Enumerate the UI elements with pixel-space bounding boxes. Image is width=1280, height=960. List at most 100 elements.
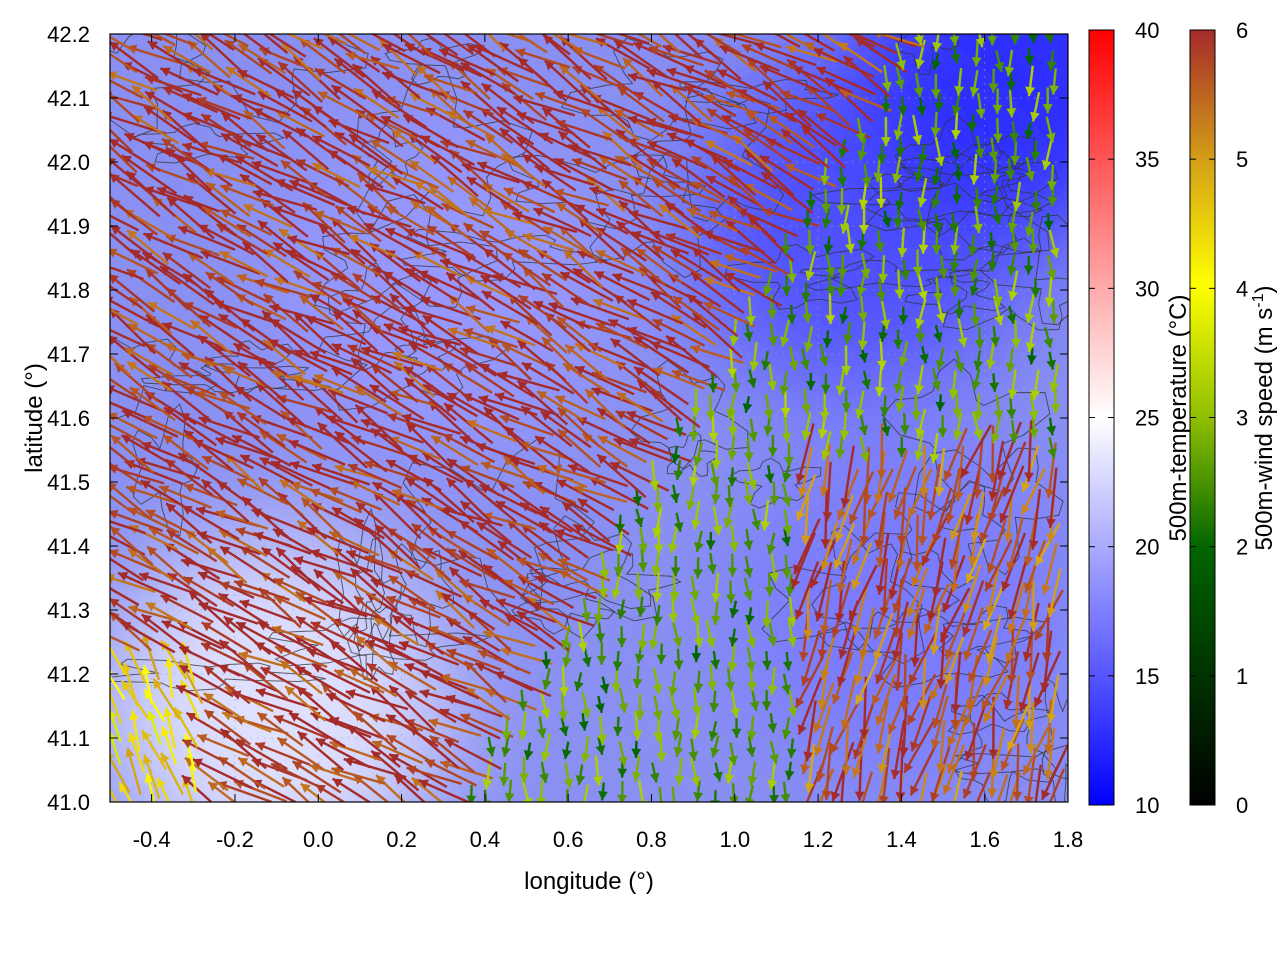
wind-arrow-head <box>725 594 736 604</box>
wind-arrow-shaft <box>485 547 532 584</box>
wind-arrow-shaft <box>652 178 702 213</box>
wind-arrow-head <box>555 395 566 405</box>
wind-arrow-head <box>162 110 173 121</box>
wind-arrow-shaft <box>360 419 424 444</box>
wind-arrow-shaft <box>556 478 615 512</box>
wind-arrow-head <box>743 540 754 551</box>
wind-arrow-shaft <box>371 740 424 765</box>
wind-arrow-shaft <box>442 433 496 464</box>
wind-arrow-shaft <box>180 558 243 580</box>
wind-arrow-head <box>646 68 658 78</box>
wind-arrow-head <box>872 811 882 821</box>
wind-arrow-shaft <box>144 90 201 125</box>
wind-arrow-head <box>856 286 867 297</box>
wind-arrow-head <box>709 702 720 713</box>
wind-arrow-head <box>144 186 155 196</box>
wind-arrow-head <box>331 766 342 776</box>
wind-arrow-head <box>895 147 906 157</box>
wind-arrow-shaft <box>464 362 515 398</box>
wind-arrow-head <box>478 394 489 405</box>
wind-arrow-head <box>364 460 375 470</box>
wind-arrow-head <box>781 684 792 695</box>
wind-arrow-shaft <box>183 301 238 329</box>
wind-arrow-head <box>317 91 329 101</box>
wind-arrow-head <box>794 609 805 620</box>
wind-arrow-head <box>556 202 567 213</box>
wind-arrow-shaft <box>406 541 452 582</box>
wind-arrow-head <box>652 527 662 538</box>
wind-arrow-head <box>1002 486 1012 497</box>
wind-arrow-head <box>110 41 120 52</box>
wind-arrow-head <box>486 548 497 558</box>
wind-arrow-head <box>302 595 313 606</box>
wind-arrow-head <box>840 719 851 730</box>
wind-arrow-head <box>673 521 684 532</box>
wind-arrow-shaft <box>331 506 385 540</box>
wind-arrow-shaft <box>110 224 160 264</box>
wind-arrow-head <box>320 19 330 28</box>
wind-arrow-shaft <box>689 345 744 364</box>
wind-arrow-head <box>813 48 824 58</box>
wind-arrow-shaft <box>425 205 472 241</box>
wind-arrow-head <box>409 160 420 170</box>
wind-arrow-head <box>858 199 869 209</box>
wind-arrow-head <box>964 514 974 525</box>
wind-arrow-head <box>163 46 174 55</box>
wind-arrow-head <box>405 377 416 388</box>
wind-arrow-head <box>159 485 170 495</box>
wind-arrow-head <box>634 517 644 528</box>
wind-arrow-head <box>162 372 173 382</box>
wind-arrow-head <box>518 730 529 740</box>
wind-arrow-shaft <box>143 105 197 144</box>
wind-arrow-shaft <box>541 34 571 56</box>
wind-arrow-shaft <box>615 360 664 399</box>
wind-arrow-shaft <box>166 572 218 608</box>
wind-arrow-head <box>279 479 290 489</box>
wind-arrow-shaft <box>495 598 557 624</box>
wind-arrow-head <box>817 699 828 710</box>
wind-arrow-head <box>369 384 381 394</box>
wind-arrow-shaft <box>369 383 425 421</box>
wind-arrow-head <box>501 83 512 93</box>
wind-arrow-head <box>820 560 830 571</box>
wind-arrow-shaft <box>309 764 362 783</box>
wind-arrow-head <box>297 20 307 29</box>
wind-arrow-shaft <box>110 483 152 521</box>
wind-arrow-head <box>671 369 683 379</box>
wind-arrow-head <box>1045 132 1056 143</box>
wind-arrow-shaft <box>724 271 783 307</box>
wind-arrow-head <box>312 135 323 145</box>
wind-arrow-shaft <box>428 719 482 737</box>
wind-arrow-head <box>594 271 605 281</box>
wind-arrow-shaft <box>465 306 520 324</box>
wind-arrow-shaft <box>686 34 719 60</box>
wind-arrow-shaft <box>548 302 613 327</box>
wind-arrow-shaft <box>141 613 193 654</box>
wind-arrow-shaft <box>1019 652 1040 713</box>
wind-arrow-shaft <box>110 645 127 676</box>
wind-arrow-head <box>139 572 150 582</box>
wind-arrow-shaft <box>370 138 418 172</box>
terrain-contour <box>400 228 608 282</box>
wind-arrow-shaft <box>429 87 472 127</box>
wind-arrow-head <box>421 47 432 57</box>
wind-arrow-head <box>711 460 722 470</box>
wind-arrow-head <box>356 635 367 646</box>
wind-arrow-shaft <box>832 581 852 638</box>
wind-arrow-shaft <box>445 477 494 524</box>
wind-arrow-head <box>653 544 664 554</box>
wind-arrow-head <box>769 572 780 582</box>
wind-arrow-head <box>364 223 375 233</box>
wind-arrow-shaft <box>501 343 554 370</box>
wind-arrow-head <box>1045 533 1056 544</box>
wind-arrow-head <box>296 616 307 626</box>
wind-arrow-head <box>406 765 417 776</box>
wind-arrow-shaft <box>178 664 234 698</box>
wind-arrow-head <box>110 670 113 674</box>
x-tick-label: 0.4 <box>470 827 501 852</box>
wind-arrow-head <box>195 506 206 516</box>
wind-arrow-shaft <box>445 695 503 718</box>
wind-arrow-shaft <box>177 452 232 491</box>
wind-arrow-head <box>348 234 360 244</box>
wind-arrow-shaft <box>459 347 518 367</box>
